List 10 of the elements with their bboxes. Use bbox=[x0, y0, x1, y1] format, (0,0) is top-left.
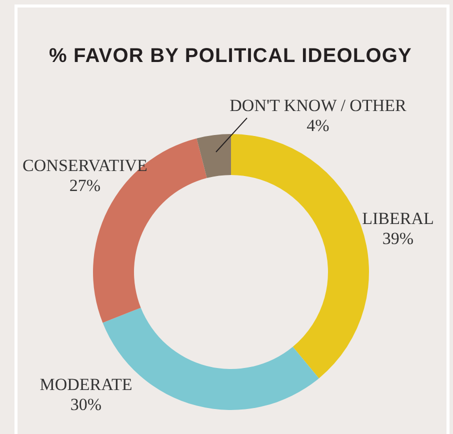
slice-label: CONSERVATIVE bbox=[22, 156, 148, 175]
data-label: 27% bbox=[69, 176, 101, 195]
slice-label: MODERATE bbox=[40, 375, 132, 394]
data-label: 39% bbox=[382, 229, 414, 248]
data-label: 4% bbox=[306, 116, 330, 135]
slice-label: LIBERAL bbox=[362, 209, 434, 228]
donut-slice bbox=[196, 134, 231, 178]
chart-title: % FAVOR BY POLITICAL IDEOLOGY bbox=[49, 45, 412, 67]
data-label: 30% bbox=[70, 395, 102, 414]
slice-label: DON'T KNOW / OTHER bbox=[230, 96, 407, 115]
